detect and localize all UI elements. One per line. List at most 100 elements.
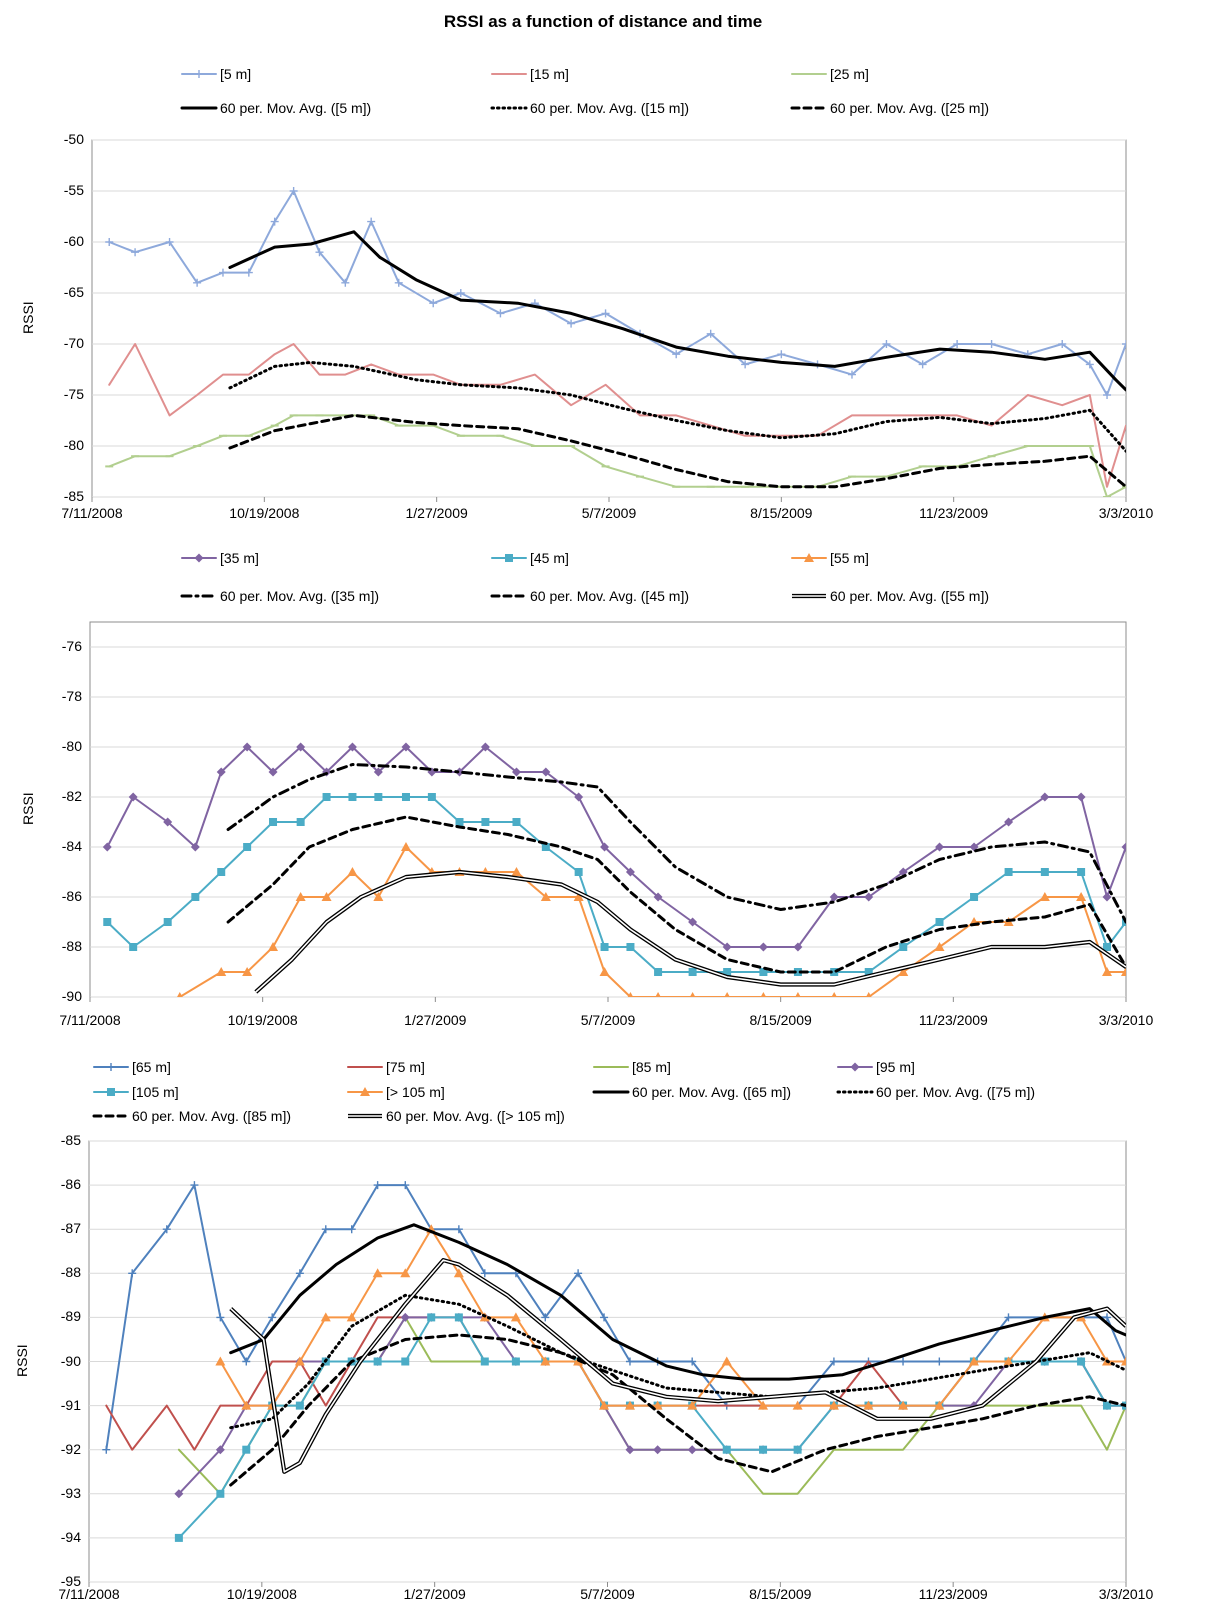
legend-label: [25 m] [830,66,869,82]
data-point [215,1445,225,1455]
data-point [689,992,696,997]
data-point [758,1400,769,1410]
data-point [341,278,350,287]
data-point [103,918,112,926]
data-point [625,1445,635,1455]
y-tick-label: -70 [63,335,84,351]
data-point [600,943,609,951]
y-tick-label: -88 [61,938,82,954]
legend-item: [105 m] [92,1081,179,1103]
data-point [454,1225,463,1234]
data-point [829,1357,838,1366]
y-tick-label: -50 [63,131,84,147]
legend-marker [195,70,203,78]
legend-label: 60 per. Mov. Avg. ([75 m]) [876,1084,1035,1100]
data-point [687,1400,698,1410]
y-tick-label: -88 [60,1264,81,1281]
data-point [347,867,358,876]
data-point [795,992,801,997]
data-point [625,867,635,877]
data-point [295,892,306,901]
data-point [793,942,803,952]
data-point [242,967,253,976]
data-point [347,1225,356,1234]
data-point [295,1401,304,1410]
legend-swatch [836,1090,874,1094]
legend-item: [15 m] [490,63,569,85]
series-60-per-mov-avg-5-m [228,230,1126,392]
data-point [724,992,730,997]
legend-item: [65 m] [92,1056,171,1078]
y-tick-label: -93 [60,1484,81,1501]
legend-label: 60 per. Mov. Avg. ([55 m]) [830,588,989,604]
data-point [935,1357,944,1366]
x-tick-label: 11/23/2009 [918,1586,988,1602]
data-point [174,1489,184,1499]
data-point [672,350,681,359]
series-60-per-mov-avg-35-m [226,763,1126,924]
data-point [321,1225,330,1234]
data-point [1103,391,1112,399]
legend-swatch [180,594,218,598]
data-point [242,1445,251,1454]
data-point [760,992,767,997]
moving-average-line-inner [230,1259,1126,1473]
legend-swatch [791,553,827,562]
data-point [567,319,576,328]
data-point [295,1269,304,1278]
legend-item: 60 per. Mov. Avg. ([45 m]) [490,585,689,607]
data-point [688,1357,697,1366]
legend-swatch [490,106,528,110]
data-point [322,793,331,801]
legend-item: [95 m] [836,1056,915,1078]
data-point [1102,1401,1111,1410]
data-point [367,217,376,226]
y-tick-label: -85 [63,488,84,504]
data-point [102,842,112,852]
data-point [626,943,635,951]
data-point [401,1181,410,1190]
data-point [400,1312,410,1322]
series-60-per-mov-avg-25-m [228,413,1126,489]
data-point [455,767,465,777]
data-point [706,329,715,338]
data-point [320,1312,331,1322]
data-point [935,842,945,852]
legend-swatch [593,1066,629,1068]
legend-label: [65 m] [132,1059,171,1075]
data-point [654,968,663,976]
data-point [541,1313,550,1322]
data-point [177,992,183,997]
data-point [899,1357,908,1366]
series-65-m [102,1181,1126,1454]
legend-swatch [792,593,826,599]
data-point [898,967,909,976]
x-tick-label: 8/15/2009 [750,505,813,521]
data-point [163,817,173,827]
legend-swatch [93,1088,129,1096]
data-point [653,892,663,902]
data-point [373,1181,382,1190]
legend-label: [15 m] [530,66,569,82]
data-point [1121,842,1126,852]
data-point [1003,1356,1014,1366]
y-tick-label: -80 [63,437,84,453]
data-point [481,818,490,826]
data-point [372,1268,383,1278]
data-point [216,1489,225,1498]
data-point [723,968,732,976]
data-point [865,992,872,997]
data-point [456,289,465,297]
legend-item: [55 m] [790,547,869,569]
data-point [480,1269,489,1278]
data-point [653,1445,663,1455]
legend-swatch [347,1087,383,1096]
data-point [758,942,768,952]
data-point [828,1400,839,1410]
data-point [163,918,172,926]
data-point [162,1225,171,1234]
series-60-per-mov-avg-75-m [229,1293,1126,1430]
data-point [454,1313,463,1322]
legend-marker [107,1063,115,1071]
data-point [321,892,332,901]
